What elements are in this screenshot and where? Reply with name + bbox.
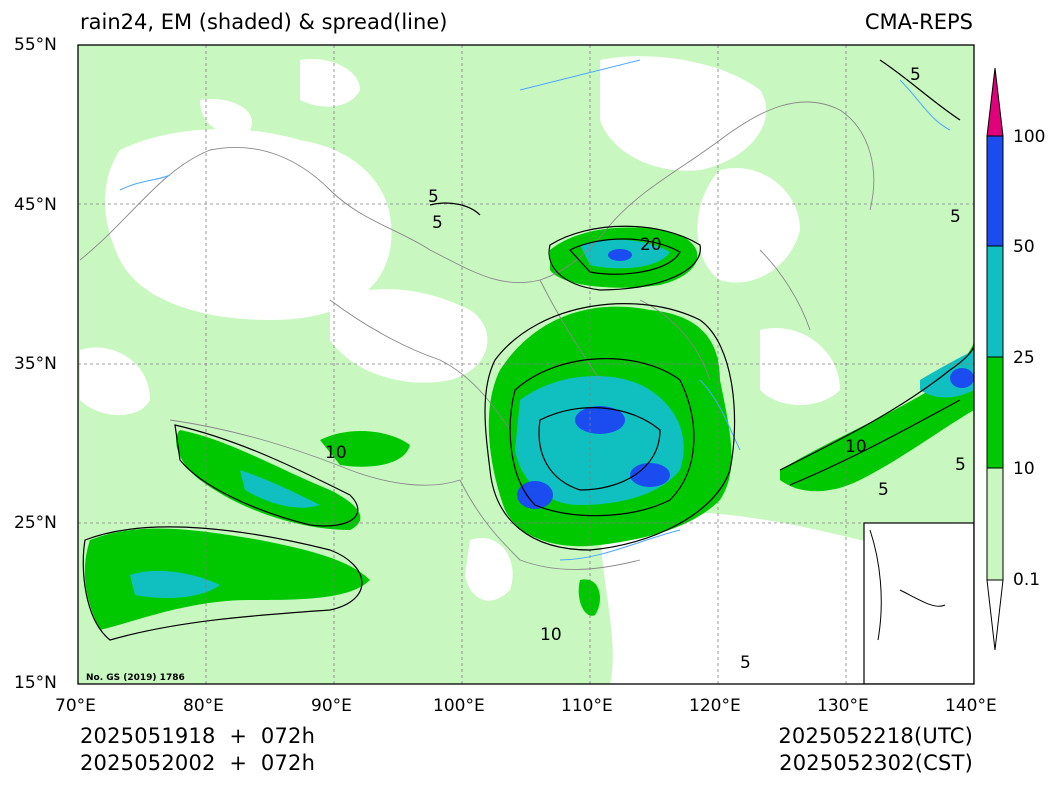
model-name: CMA-REPS bbox=[864, 10, 973, 34]
colorbar-label: 25 bbox=[1013, 348, 1035, 368]
contour-label: 5 bbox=[740, 653, 751, 673]
spread-contours bbox=[82, 59, 974, 641]
contour-label: 10 bbox=[540, 625, 562, 645]
lat-tick: 55°N bbox=[14, 35, 57, 55]
colorbar-swatch-25-50 bbox=[986, 245, 1004, 358]
review-number: No. GS (2019) 1786 bbox=[86, 673, 185, 683]
contour-label-group: 5 5 20 10 10 5 5 10 5 5 5 bbox=[325, 65, 966, 673]
map-plot-area: 5 5 20 10 10 5 5 10 5 5 5 No. GS (2019) … bbox=[78, 45, 974, 684]
lat-tick: 25°N bbox=[14, 513, 57, 533]
contour-label: 10 bbox=[325, 443, 347, 463]
colorbar bbox=[986, 67, 1004, 651]
map-title: rain24, EM (shaded) & spread(line) bbox=[80, 10, 448, 34]
colorbar-label: 10 bbox=[1013, 459, 1035, 479]
inset-contours bbox=[869, 529, 946, 641]
very-heavy-rain-area bbox=[517, 249, 974, 509]
contour-label: 5 bbox=[950, 207, 961, 227]
contour-label: 20 bbox=[640, 235, 662, 255]
contour-label: 10 bbox=[845, 437, 867, 457]
contour-label: 5 bbox=[878, 480, 889, 500]
contour-label: 5 bbox=[955, 455, 966, 475]
colorbar-swatch-0.1-10 bbox=[986, 467, 1004, 581]
lon-tick: 100°E bbox=[433, 696, 485, 716]
lat-tick: 35°N bbox=[14, 354, 57, 374]
lon-tick: 140°E bbox=[945, 696, 997, 716]
colorbar-extend-bottom bbox=[986, 579, 1004, 651]
contour-label: 5 bbox=[910, 65, 921, 85]
valid-time-cst: 2025052302(CST) bbox=[779, 751, 973, 775]
lon-tick: 70°E bbox=[55, 696, 96, 716]
colorbar-swatch-50-100 bbox=[986, 135, 1004, 247]
lon-tick: 130°E bbox=[817, 696, 869, 716]
rivers bbox=[119, 59, 951, 561]
colorbar-label: 100 bbox=[1013, 127, 1046, 147]
init-time-cst: 2025052002 + 072h bbox=[80, 751, 316, 775]
lon-tick: 120°E bbox=[689, 696, 741, 716]
lon-tick: 110°E bbox=[561, 696, 613, 716]
lat-tick: 15°N bbox=[14, 673, 57, 693]
colorbar-label: 0.1 bbox=[1013, 570, 1041, 590]
border-lines bbox=[79, 101, 875, 570]
colorbar-swatch-10-25 bbox=[986, 356, 1004, 469]
colorbar-label: 50 bbox=[1013, 237, 1035, 257]
lat-tick: 45°N bbox=[14, 195, 57, 215]
init-time-utc: 2025051918 + 072h bbox=[80, 724, 316, 748]
colorbar-extend-top bbox=[986, 67, 1004, 137]
contour-label: 5 bbox=[428, 187, 439, 207]
valid-time-utc: 2025052218(UTC) bbox=[778, 724, 973, 748]
south-china-sea-inset bbox=[863, 522, 974, 684]
lon-tick: 80°E bbox=[183, 696, 224, 716]
map-frame bbox=[77, 44, 975, 685]
lon-tick: 90°E bbox=[311, 696, 352, 716]
contour-label: 5 bbox=[432, 213, 443, 233]
